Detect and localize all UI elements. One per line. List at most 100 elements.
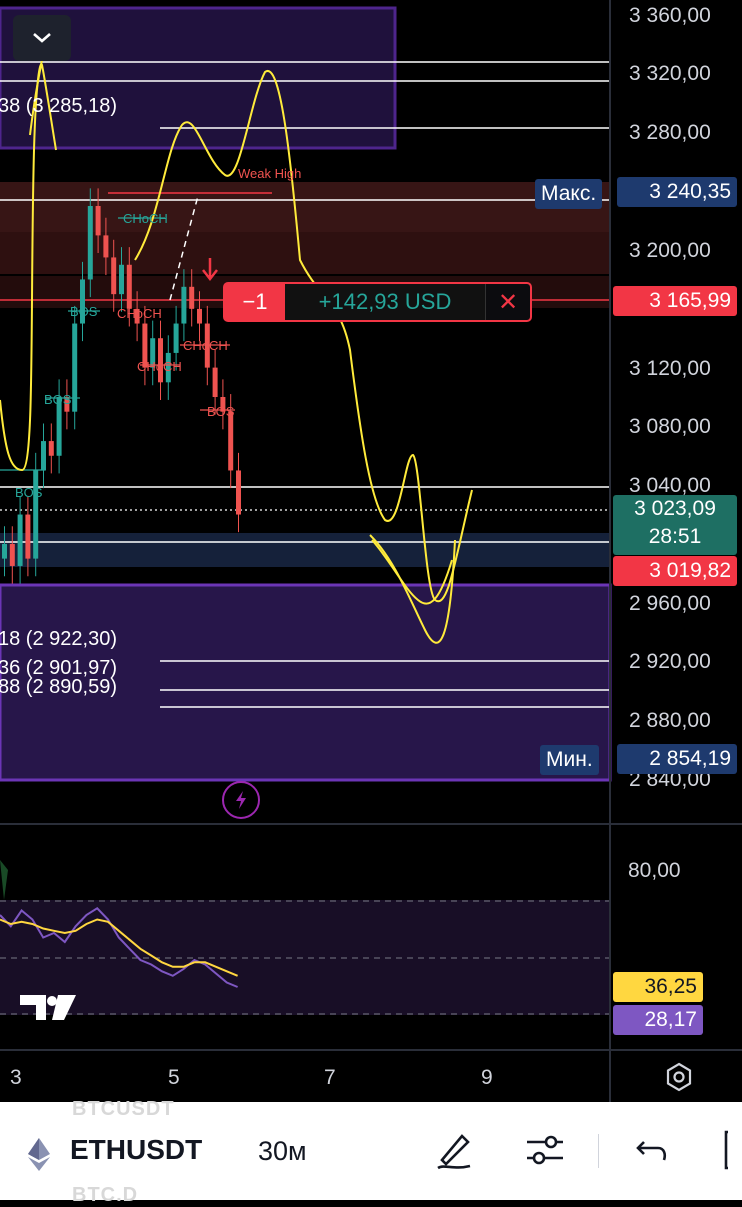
x-tick-label: 9	[481, 1066, 493, 1089]
blue-zone	[0, 533, 610, 567]
smc-label: CHoCH	[117, 306, 162, 321]
candle-body	[181, 286, 187, 324]
red-zone-1	[0, 182, 610, 232]
smc-label: CHoCH	[137, 359, 182, 374]
order-line-widget[interactable]: −1 +142,93 USD ✕	[223, 282, 532, 322]
price-axis[interactable]: 3 360,00 3 320,00 3 280,00 3 200,00 3 120,00…	[629, 4, 711, 791]
last-price-value: 3 023,09	[634, 497, 716, 520]
candle-body	[48, 441, 54, 456]
lightning-icon	[236, 791, 246, 809]
candle-body	[142, 323, 148, 368]
candle-body	[189, 286, 195, 309]
tradingview-logo	[20, 995, 76, 1020]
rsi-line-yellow	[0, 918, 238, 977]
chevron-down-icon	[33, 33, 51, 43]
fib-label: 88 (2 890,59)	[0, 676, 117, 698]
fib-label: 36 (2 901,97)	[0, 657, 117, 679]
y-tick-label: 3 320,00	[629, 62, 711, 85]
previous-symbol-ghost: BTCUSDT	[72, 1098, 175, 1120]
indicators-icon[interactable]	[523, 1128, 567, 1172]
rsi-tick-label: 80,00	[628, 859, 681, 882]
lightning-button[interactable]	[222, 781, 260, 819]
x-tick-label: 7	[324, 1066, 336, 1089]
smc-label: BOS	[15, 485, 43, 500]
candle-body	[228, 411, 234, 471]
order-quantity[interactable]: −1	[225, 284, 285, 320]
candle-body	[150, 338, 156, 368]
rsi-indicator	[0, 860, 238, 988]
order-price-tag: 3 165,99	[613, 286, 737, 316]
y-tick-label: 2 920,00	[629, 650, 711, 673]
interval-selector[interactable]: 30м	[258, 1136, 307, 1166]
candle-body	[80, 279, 85, 324]
bid-price-tag: 3 019,82	[613, 556, 737, 586]
candle-body	[220, 397, 226, 412]
toolbar-divider	[598, 1134, 599, 1168]
purple-zone-bottom	[0, 583, 612, 782]
min-price-tag: 2 854,19	[617, 744, 737, 774]
time-axis[interactable]: 3 5 7 9	[10, 1066, 493, 1089]
candle-body	[119, 264, 124, 295]
y-tick-label: 2 880,00	[629, 709, 711, 732]
candle-body	[165, 352, 171, 383]
smc-label: BOS	[44, 392, 72, 407]
symbol-selector[interactable]: ETHUSDT	[70, 1134, 203, 1165]
ethereum-icon	[28, 1138, 50, 1171]
undo-icon[interactable]	[630, 1128, 674, 1172]
fib-label: 38 (3 285,18)	[0, 95, 117, 117]
candle-body	[158, 338, 163, 383]
candle-body	[56, 397, 62, 456]
candle-body	[236, 470, 241, 515]
y-tick-label: 3 360,00	[629, 4, 711, 27]
next-symbol-ghost: BTC.D	[72, 1184, 139, 1206]
close-icon[interactable]: ✕	[485, 284, 530, 320]
candle-body	[72, 323, 78, 412]
candle-body	[2, 543, 7, 559]
smc-label: CHoCH	[123, 211, 168, 226]
drawing-tools-icon[interactable]	[432, 1128, 476, 1172]
y-tick-label: 3 200,00	[629, 239, 711, 262]
bar-countdown: 28:51	[648, 525, 702, 548]
max-label-tag: Макс.	[535, 179, 603, 209]
rsi-glow	[0, 860, 8, 900]
candle-body	[33, 470, 39, 559]
last-price-tag: 3 023,09 28:51	[613, 495, 737, 555]
smc-labels: Weak High CHoCH BOS CHoCH CHoCH CHoCH BO…	[15, 166, 301, 500]
candle-body	[95, 206, 101, 236]
candle-body	[173, 323, 179, 353]
candle-body	[41, 441, 46, 471]
rsi-value-a-tag: 36,25	[613, 972, 703, 1002]
chart-settings-button[interactable]	[660, 1058, 698, 1096]
rsi-value-b-tag: 28,17	[613, 1005, 703, 1035]
candle-body	[134, 308, 140, 324]
x-tick-label: 5	[168, 1066, 180, 1089]
bottom-toolbar: BTCUSDT BTC.D ETHUSDT 30м	[0, 1098, 742, 1206]
order-pnl: +142,93 USD	[285, 284, 485, 320]
collapse-button[interactable]	[13, 15, 71, 61]
fullscreen-icon[interactable]	[722, 1128, 742, 1172]
candle-body	[126, 264, 132, 309]
red-zone-2	[0, 232, 610, 274]
min-label-tag: Мин.	[540, 745, 599, 775]
candle-body	[111, 257, 117, 295]
rsi-axis: 80,00	[628, 859, 681, 882]
candle-body	[197, 308, 202, 324]
fib-label: 18 (2 922,30)	[0, 628, 117, 650]
candle-body	[212, 367, 218, 397]
smc-label: BOS	[207, 404, 235, 419]
market-structure-lines	[0, 192, 272, 471]
x-tick-label: 3	[10, 1066, 22, 1089]
y-tick-label: 3 280,00	[629, 121, 711, 144]
candle-body	[9, 543, 15, 566]
candle-body	[103, 235, 109, 258]
candle-body	[64, 397, 70, 412]
fib-labels: 38 (3 285,18) 18 (2 922,30) 36 (2 901,97…	[0, 95, 117, 698]
smc-label: BOS	[70, 304, 98, 319]
y-tick-label: 3 120,00	[629, 357, 711, 380]
chart-zones	[0, 6, 612, 1015]
horizontal-lines	[0, 0, 742, 1102]
y-tick-label: 3 080,00	[629, 415, 711, 438]
y-tick-label: 3 040,00	[629, 474, 711, 497]
candle-body	[17, 514, 23, 566]
max-price-tag: 3 240,35	[617, 177, 737, 207]
